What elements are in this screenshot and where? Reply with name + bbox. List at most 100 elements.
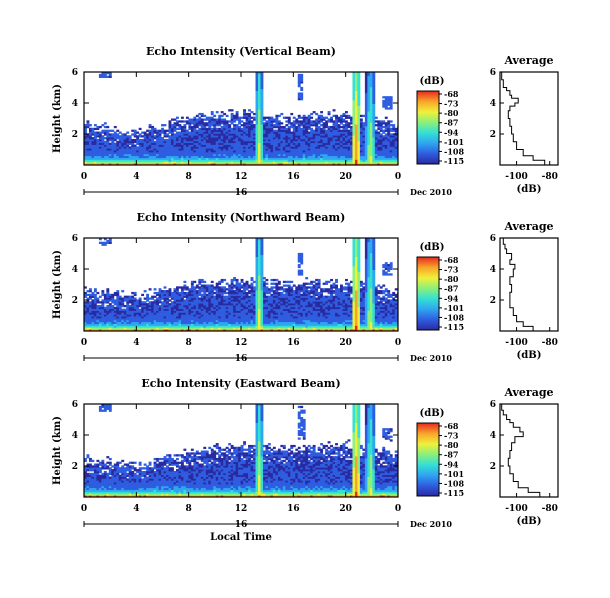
heatmap-cell (248, 314, 251, 317)
heatmap-cell (317, 159, 321, 162)
heatmap-cell (295, 153, 299, 157)
heatmap-cell (151, 127, 155, 131)
heatmap-cell (148, 314, 152, 317)
heatmap-cell (96, 153, 100, 157)
heatmap-cell (198, 293, 202, 297)
heatmap-cell (228, 144, 232, 147)
heatmap-cell (349, 163, 353, 166)
heatmap-cell (258, 310, 261, 313)
heatmap-cell (302, 137, 306, 140)
heatmap-cell (302, 124, 306, 127)
heatmap-cell (198, 127, 202, 131)
heatmap-cell (255, 264, 259, 267)
heatmap-cell (354, 92, 358, 95)
heatmap-cell (312, 131, 316, 134)
heatmap-cell (198, 301, 202, 304)
heatmap-cell (340, 133, 343, 136)
heatmap-cell (106, 319, 110, 323)
heatmap-cell (354, 118, 358, 121)
heatmap-cell (151, 306, 155, 310)
heatmap-cell (190, 299, 194, 302)
heatmap-cell (126, 295, 130, 298)
heatmap-cell (320, 118, 324, 121)
heatmap-cell (198, 142, 202, 145)
heatmap-cell (205, 321, 209, 324)
heatmap-cell (131, 146, 135, 149)
heatmap-cell (163, 161, 167, 164)
heatmap-cell (325, 157, 329, 160)
heatmap-cell (258, 282, 261, 285)
heatmap-cell (175, 140, 179, 144)
heatmap-cell (166, 153, 169, 157)
heatmap-cell (156, 293, 159, 297)
heatmap-cell (84, 306, 87, 310)
heatmap-cell (128, 155, 132, 158)
heatmap-cell (275, 116, 279, 119)
heatmap-cell (367, 86, 371, 90)
heatmap-cell (123, 317, 127, 321)
heatmap-cell (106, 153, 110, 157)
heatmap-cell (213, 114, 217, 118)
heatmap-cell (230, 295, 234, 298)
heatmap-cell (200, 122, 204, 125)
heatmap-cell (253, 286, 256, 289)
heatmap-cell (138, 142, 142, 145)
heatmap-cell (185, 129, 189, 132)
heatmap-cell (101, 241, 105, 244)
heatmap-cell (340, 161, 343, 164)
heatmap-cell (101, 306, 105, 310)
heatmap-cell (325, 146, 329, 149)
heatmap-cell (171, 312, 174, 315)
heatmap-cell (265, 131, 269, 134)
heatmap-cell (387, 157, 391, 160)
heatmap-cell (203, 151, 207, 155)
heatmap-cell (168, 146, 172, 149)
heatmap-cell (243, 125, 246, 129)
heatmap-cell (255, 267, 259, 271)
heatmap-cell (166, 140, 169, 144)
heatmap-cell (260, 264, 264, 267)
heatmap-cell (337, 138, 341, 142)
heatmap-cell (113, 148, 117, 151)
heatmap-cell (178, 144, 182, 147)
heatmap-cell (136, 131, 140, 134)
heatmap-cell (180, 142, 184, 145)
heatmap-cell (200, 124, 204, 127)
heatmap-cell (180, 151, 184, 155)
heatmap-cell (153, 155, 157, 158)
heatmap-cell (190, 317, 194, 321)
heatmap-cell (238, 312, 242, 315)
heatmap-cell (245, 306, 249, 310)
heatmap-cell (260, 138, 264, 142)
heatmap-cell (190, 291, 194, 295)
heatmap-cell (265, 151, 269, 155)
heatmap-cell (287, 163, 291, 166)
heatmap-cell (168, 155, 172, 158)
heatmap-cell (354, 73, 358, 77)
heatmap-cell (270, 155, 274, 158)
heatmap-cell (354, 140, 358, 144)
heatmap-cell (295, 155, 299, 158)
heatmap-cell (260, 275, 264, 278)
heatmap-cell (389, 155, 393, 158)
heatmap-cell (260, 107, 264, 110)
heatmap-cell (171, 142, 174, 145)
heatmap-cell (220, 122, 224, 125)
heatmap-cell (250, 133, 254, 136)
heatmap-cell (235, 127, 239, 131)
heatmap-cell (258, 239, 261, 243)
heatmap-cell (133, 319, 137, 323)
heatmap-cell (205, 138, 209, 142)
heatmap-cell (225, 140, 229, 144)
heatmap-cell (367, 140, 371, 144)
heatmap-cell (292, 137, 296, 140)
heatmap-cell (118, 137, 122, 140)
heatmap-cell (101, 151, 105, 155)
heatmap-cell (240, 325, 244, 328)
heatmap-cell (345, 135, 348, 138)
heatmap-cell (270, 159, 274, 162)
heatmap-cell (325, 140, 329, 144)
heatmap-cell (205, 163, 209, 166)
heatmap-cell (253, 290, 256, 293)
heatmap-cell (161, 155, 164, 158)
